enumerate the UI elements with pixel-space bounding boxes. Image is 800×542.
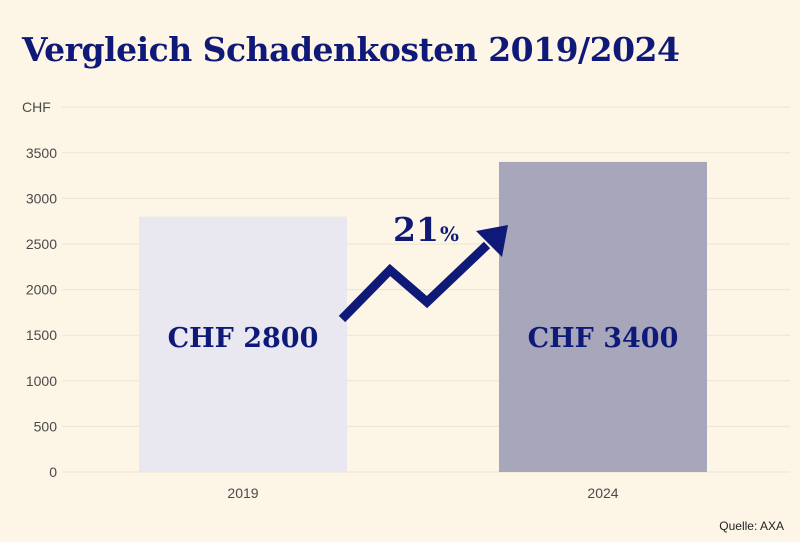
percent-change-label: 21% <box>393 210 459 249</box>
y-tick-label: 3000 <box>26 190 57 206</box>
chart-title: Vergleich Schadenkosten 2019/2024 <box>22 30 680 69</box>
y-axis-ticks: 0 500 1000 1500 2000 2500 3000 3500 <box>26 145 57 480</box>
y-tick-label: 1000 <box>26 373 57 389</box>
bar-2019 <box>139 216 347 472</box>
source-note: Quelle: AXA <box>719 519 784 533</box>
y-tick-label: 1500 <box>26 327 57 343</box>
bar-value-label: CHF 2800 <box>168 323 319 354</box>
y-tick-label: 2000 <box>26 282 57 298</box>
trend-arrow-line <box>338 241 491 323</box>
y-tick-label: 3500 <box>26 145 57 161</box>
y-axis-unit-label: CHF <box>22 99 51 115</box>
x-axis-categories: 2019 2024 <box>227 485 618 501</box>
y-tick-label: 0 <box>49 464 57 480</box>
trend-arrow-head-icon <box>476 225 508 257</box>
bars: CHF 2800 CHF 3400 <box>139 161 707 473</box>
increase-arrow-annotation: 21% <box>338 210 508 323</box>
y-tick-label: 500 <box>34 418 58 434</box>
x-category-label: 2019 <box>227 485 258 501</box>
bar-value-label: CHF 3400 <box>528 323 679 354</box>
percent-sign: % <box>440 222 459 246</box>
y-tick-label: 2500 <box>26 236 57 252</box>
percent-change-value: 21 <box>393 210 439 249</box>
bar-2024 <box>499 161 707 473</box>
x-category-label: 2024 <box>587 485 618 501</box>
